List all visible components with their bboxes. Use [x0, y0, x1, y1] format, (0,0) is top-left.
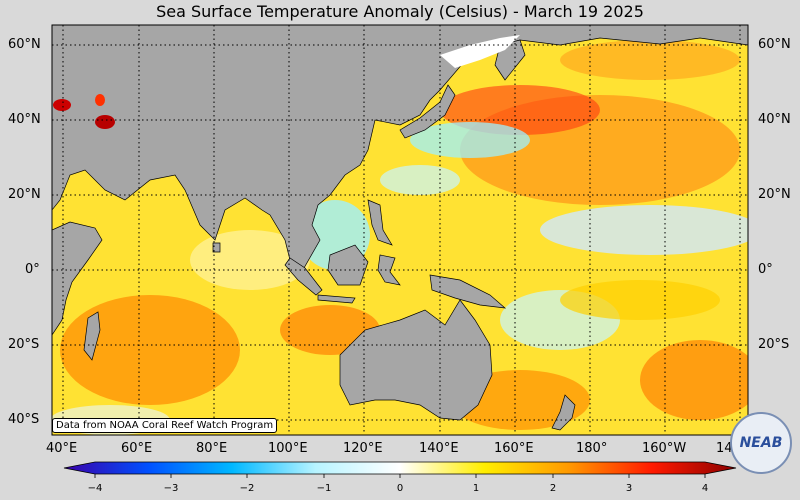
- lon-label: 160°E: [494, 441, 534, 456]
- sumatra: [284, 257, 323, 296]
- colorbar-tick-label: 2: [549, 483, 557, 494]
- lat-label-left: 20°S: [8, 337, 40, 352]
- lon-label: 40°E: [46, 441, 78, 456]
- lon-label: 60°E: [121, 441, 153, 456]
- lat-label-right: 40°N: [758, 112, 791, 127]
- data-credit: Data from NOAA Coral Reef Watch Program: [52, 418, 278, 433]
- java: [317, 294, 356, 304]
- colorbar: [63, 461, 737, 475]
- colorbar-tick-label: −1: [316, 483, 332, 494]
- lat-label-left: 20°N: [8, 187, 41, 202]
- lat-label-right: 60°N: [758, 37, 791, 52]
- lat-label-right: 20°N: [758, 187, 791, 202]
- lat-label-left: 40°S: [8, 412, 40, 427]
- lat-label-left: 40°N: [8, 112, 41, 127]
- nealab-logo: NEAB: [730, 412, 792, 474]
- colorbar-tick-label: 3: [625, 483, 633, 494]
- lat-label-right: 20°S: [758, 337, 790, 352]
- lon-label: 120°E: [343, 441, 383, 456]
- map-title: Sea Surface Temperature Anomaly (Celsius…: [156, 2, 644, 21]
- lon-label: 100°E: [268, 441, 308, 456]
- colorbar-ticks: [94, 474, 706, 478]
- lon-label: 80°E: [196, 441, 228, 456]
- graticule: [52, 25, 748, 435]
- lat-label-left: 60°N: [8, 37, 41, 52]
- lon-label: 140°E: [419, 441, 459, 456]
- sea-ice-okhotsk: [440, 35, 520, 68]
- philippines: [367, 199, 393, 246]
- colorbar-tick-label: 1: [472, 483, 480, 494]
- lon-label: 180°: [576, 441, 608, 456]
- colorbar-tick-label: −4: [87, 483, 103, 494]
- colorbar-tick-label: −2: [239, 483, 255, 494]
- map-border: [51, 24, 749, 436]
- lat-label-right: 0°: [758, 262, 773, 277]
- map-frame: [52, 25, 748, 435]
- landmasses: [52, 25, 748, 431]
- eurasia: [52, 25, 748, 276]
- colorbar-tick-label: −3: [163, 483, 179, 494]
- japan: [399, 84, 456, 139]
- inland-seas: [53, 94, 115, 129]
- new-zealand: [551, 394, 576, 431]
- africa: [52, 221, 103, 336]
- sulawesi: [377, 254, 401, 286]
- colorbar-tick-label: 4: [701, 483, 709, 494]
- lon-label: 160°W: [642, 441, 687, 456]
- australia: [339, 299, 493, 421]
- logo-text: NEAB: [739, 435, 783, 451]
- new-guinea: [429, 274, 507, 309]
- lat-label-left: 0°: [25, 262, 40, 277]
- sri-lanka: [212, 242, 221, 253]
- colorbar-tick-label: 0: [396, 483, 404, 494]
